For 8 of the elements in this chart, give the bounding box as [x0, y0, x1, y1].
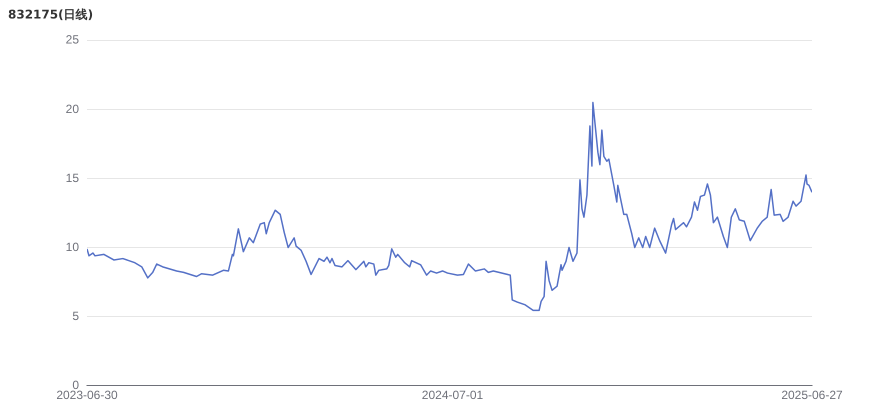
x-tick-label: 2025-06-27	[781, 388, 844, 402]
y-tick-label: 20	[66, 102, 80, 116]
x-tick-label: 2024-07-01	[422, 388, 484, 402]
y-tick-label: 15	[66, 170, 80, 185]
y-tick-label: 10	[66, 240, 80, 254]
y-tick-label: 25	[66, 32, 80, 47]
chart-title: 832175(日线)	[8, 7, 94, 22]
y-tick-label: 5	[72, 308, 80, 323]
